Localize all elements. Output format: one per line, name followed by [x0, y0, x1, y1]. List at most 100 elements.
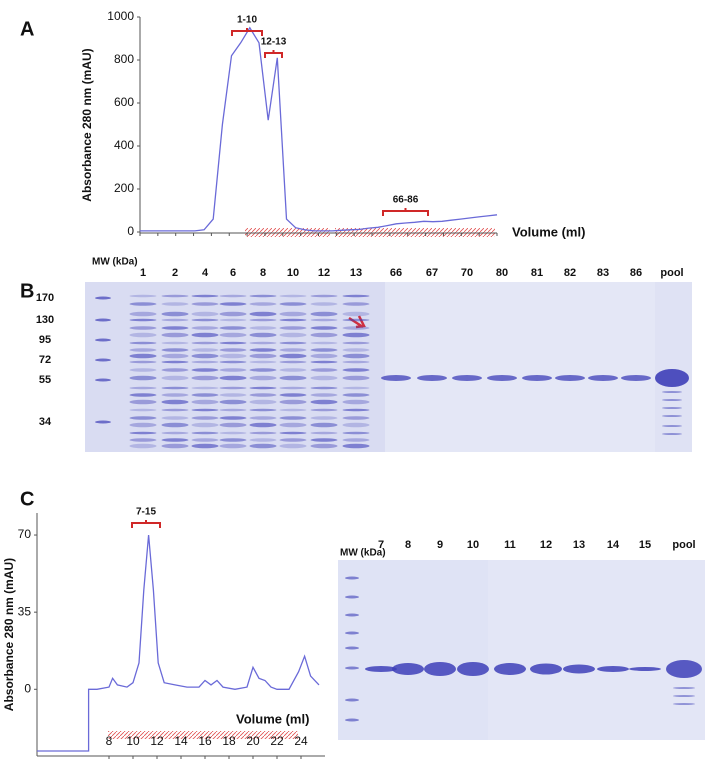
gel-band	[279, 431, 307, 435]
mw-marker-label: 55	[39, 374, 51, 386]
gel	[338, 560, 488, 740]
gel-band	[662, 415, 682, 417]
gel-band	[310, 416, 338, 420]
gel-band	[161, 332, 189, 338]
gel-band	[161, 399, 189, 405]
gel-band	[279, 360, 307, 364]
gel-band	[588, 375, 618, 381]
x-tick-label: 18	[222, 734, 236, 748]
gel-band	[161, 416, 189, 420]
gel-band	[191, 353, 219, 359]
gel-band	[310, 326, 338, 330]
gel-band	[191, 318, 219, 322]
gel-band	[279, 348, 307, 352]
gel-band	[129, 416, 157, 420]
gel-band	[161, 443, 189, 449]
gel-band	[279, 422, 307, 428]
gel-band	[191, 393, 219, 397]
gel-band	[191, 438, 219, 442]
bracket	[231, 28, 263, 36]
gel-band	[191, 332, 219, 338]
gel-band	[219, 393, 247, 397]
gel-band	[673, 687, 695, 689]
marker-band	[95, 296, 111, 300]
gel-band	[191, 311, 219, 317]
gel-band	[161, 431, 189, 435]
gel-band	[381, 375, 411, 381]
gel	[85, 282, 385, 452]
gel-band	[555, 375, 585, 381]
gel-band	[219, 360, 247, 364]
marker-band	[345, 646, 359, 650]
gel-band	[522, 375, 552, 381]
mw-label: MW (kDa)	[340, 548, 386, 559]
gel-band	[249, 353, 277, 359]
gel-band	[621, 375, 651, 381]
lane-label: 12	[540, 539, 552, 551]
bracket	[131, 520, 161, 528]
gel-band	[161, 422, 189, 428]
gel-band	[342, 353, 370, 359]
gel-band	[249, 302, 277, 306]
gel-band	[249, 341, 277, 345]
gel-band	[249, 360, 277, 364]
gel-band	[249, 431, 277, 435]
gel-band	[310, 318, 338, 322]
gel-band	[310, 408, 338, 412]
gel-band	[310, 438, 338, 442]
gel-band	[249, 332, 277, 338]
gel-band	[161, 318, 189, 322]
lane-label: 8	[405, 539, 411, 551]
gel-band	[191, 422, 219, 428]
gel-band	[219, 408, 247, 412]
lane-label: 83	[597, 267, 609, 279]
gel	[655, 282, 692, 452]
gel-band	[191, 302, 219, 306]
gel	[385, 282, 655, 452]
gel-band	[161, 348, 189, 352]
gel-band	[342, 431, 370, 435]
lane-label: 82	[564, 267, 576, 279]
gel-band	[662, 433, 682, 435]
annotation: 1-10	[237, 15, 257, 26]
x-tick-label: 14	[174, 734, 188, 748]
gel-band	[279, 393, 307, 397]
x-tick-label: 20	[246, 734, 260, 748]
gel-band	[310, 431, 338, 435]
marker-band	[95, 420, 111, 424]
marker-band	[345, 718, 359, 722]
marker-band	[345, 698, 359, 702]
gel-band	[494, 663, 526, 675]
gel-band	[392, 663, 424, 675]
marker-band	[345, 666, 359, 670]
gel-band	[249, 399, 277, 405]
lane-label: 8	[260, 267, 266, 279]
gel-band	[191, 443, 219, 449]
gel-band	[129, 443, 157, 449]
gel-band	[310, 353, 338, 359]
gel-band	[342, 332, 370, 338]
gel-band	[530, 663, 562, 675]
gel-band	[342, 318, 370, 322]
mw-marker-label: 170	[36, 292, 54, 304]
gel-band	[310, 399, 338, 405]
x-tick-label: 12	[150, 734, 164, 748]
y-axis-label: Absorbance 280 nm (mAU)	[80, 48, 94, 201]
gel-band	[673, 703, 695, 705]
gel-band	[342, 311, 370, 317]
gel-band	[219, 326, 247, 330]
gel-band	[161, 368, 189, 372]
gel-band	[129, 368, 157, 372]
gel-band	[129, 318, 157, 322]
gel-band	[279, 386, 307, 390]
gel-band	[191, 348, 219, 352]
lane-label: 7	[378, 539, 384, 551]
gel-band	[129, 332, 157, 338]
gel-band	[219, 375, 247, 381]
gel-band	[457, 662, 489, 676]
gel-band	[129, 294, 157, 298]
gel-band	[342, 438, 370, 442]
chromatogram-line	[140, 26, 498, 232]
gel-band	[249, 438, 277, 442]
